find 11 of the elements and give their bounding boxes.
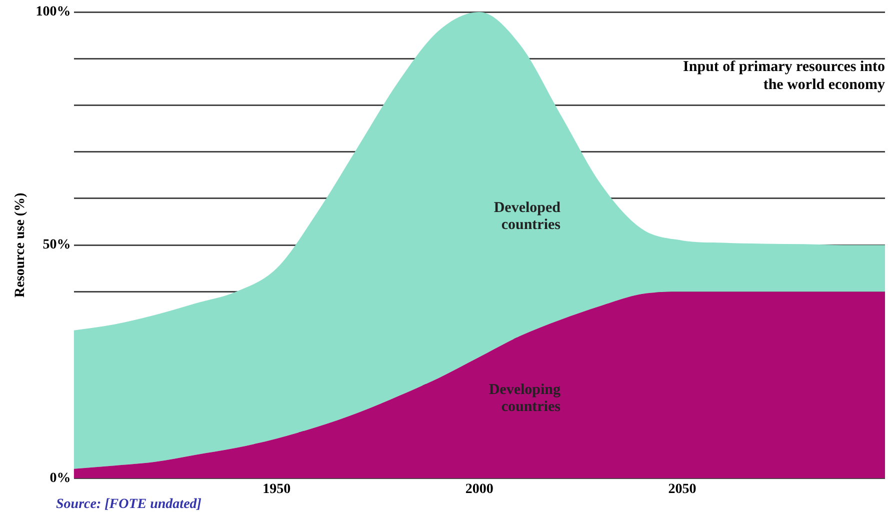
y-tick-label: 0% — [50, 470, 71, 486]
y-axis-title: Resource use (%) — [13, 192, 28, 298]
x-tick-label: 2000 — [465, 482, 494, 498]
x-tick-label: 1950 — [262, 482, 291, 498]
series-label: Developing countries — [488, 382, 561, 416]
y-tick-label: 100% — [36, 4, 71, 20]
text: Input of primary resources into the world economy — [682, 58, 885, 94]
x-tick-label: 2050 — [668, 482, 696, 498]
source-note: Source: [FOTE undated] — [56, 497, 202, 513]
series-label: Developed countries — [492, 200, 561, 234]
y-tick-label: 50% — [42, 238, 71, 253]
